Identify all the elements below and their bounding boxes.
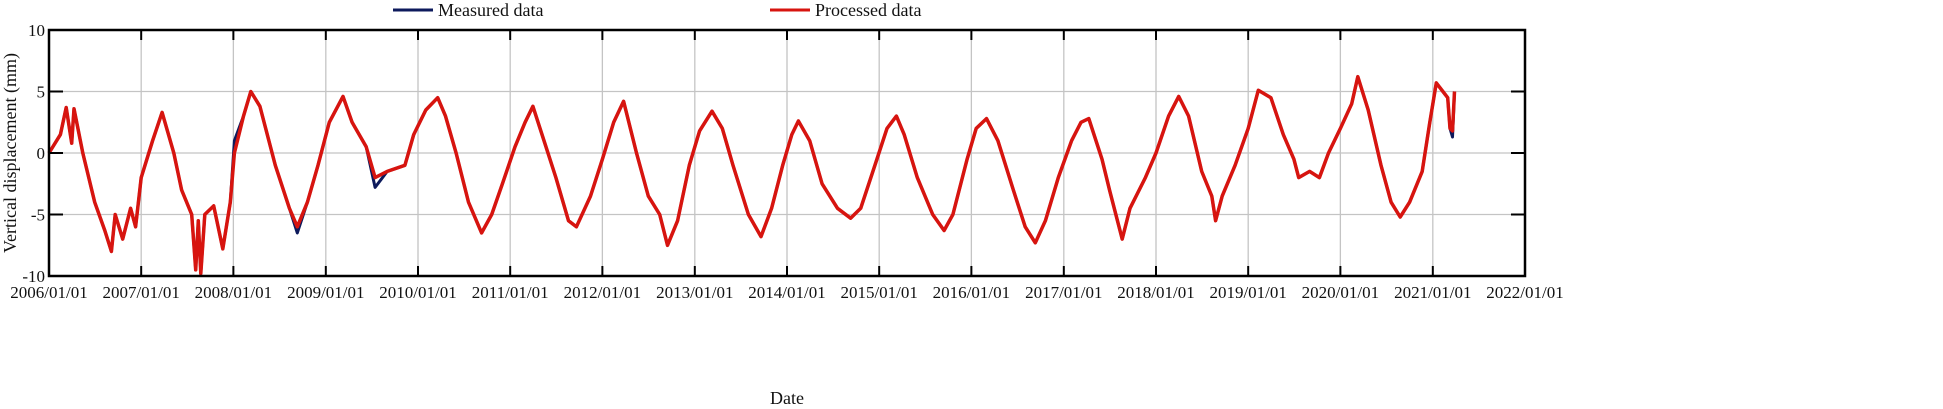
x-tick-label: 2016/01/01: [933, 283, 1010, 302]
series-line-processed: [47, 74, 1457, 276]
x-tick-label: 2009/01/01: [287, 283, 364, 302]
legend: Measured data Processed data: [393, 0, 921, 20]
x-tick-label: 2012/01/01: [564, 283, 641, 302]
x-tick-label: 2007/01/01: [102, 283, 179, 302]
x-tick-label: 2013/01/01: [656, 283, 733, 302]
x-tick-label: 2015/01/01: [840, 283, 917, 302]
x-tick-label: 2021/01/01: [1394, 283, 1471, 302]
x-tick-label: 2014/01/01: [748, 283, 825, 302]
y-tick-label: 0: [37, 144, 46, 163]
x-tick-label: 2019/01/01: [1209, 283, 1286, 302]
y-tick-label: 5: [37, 83, 46, 102]
x-tick-label: 2017/01/01: [1025, 283, 1102, 302]
y-tick-label: 10: [28, 21, 45, 40]
y-tick-label: -5: [31, 206, 45, 225]
series-group: [47, 74, 1457, 276]
ticks: 2006/01/01 2007/01/01 2008/01/01 2009/01/01…: [10, 21, 1563, 302]
x-tick-label: 2011/01/01: [472, 283, 549, 302]
x-tick-label: 2008/01/01: [195, 283, 272, 302]
x-tick-label: 2010/01/01: [379, 283, 456, 302]
x-axis-label: Date: [770, 388, 804, 408]
legend-label-processed: Processed data: [815, 0, 921, 20]
x-tick-label: 2006/01/01: [10, 283, 87, 302]
legend-label-measured: Measured data: [438, 0, 543, 20]
x-tick-label: 2022/01/01: [1486, 283, 1563, 302]
y-tick-label: -10: [22, 267, 45, 286]
y-axis-label: Vertical displacement (mm): [0, 53, 21, 253]
x-tick-label: 2018/01/01: [1117, 283, 1194, 302]
x-tick-label: 2020/01/01: [1302, 283, 1379, 302]
